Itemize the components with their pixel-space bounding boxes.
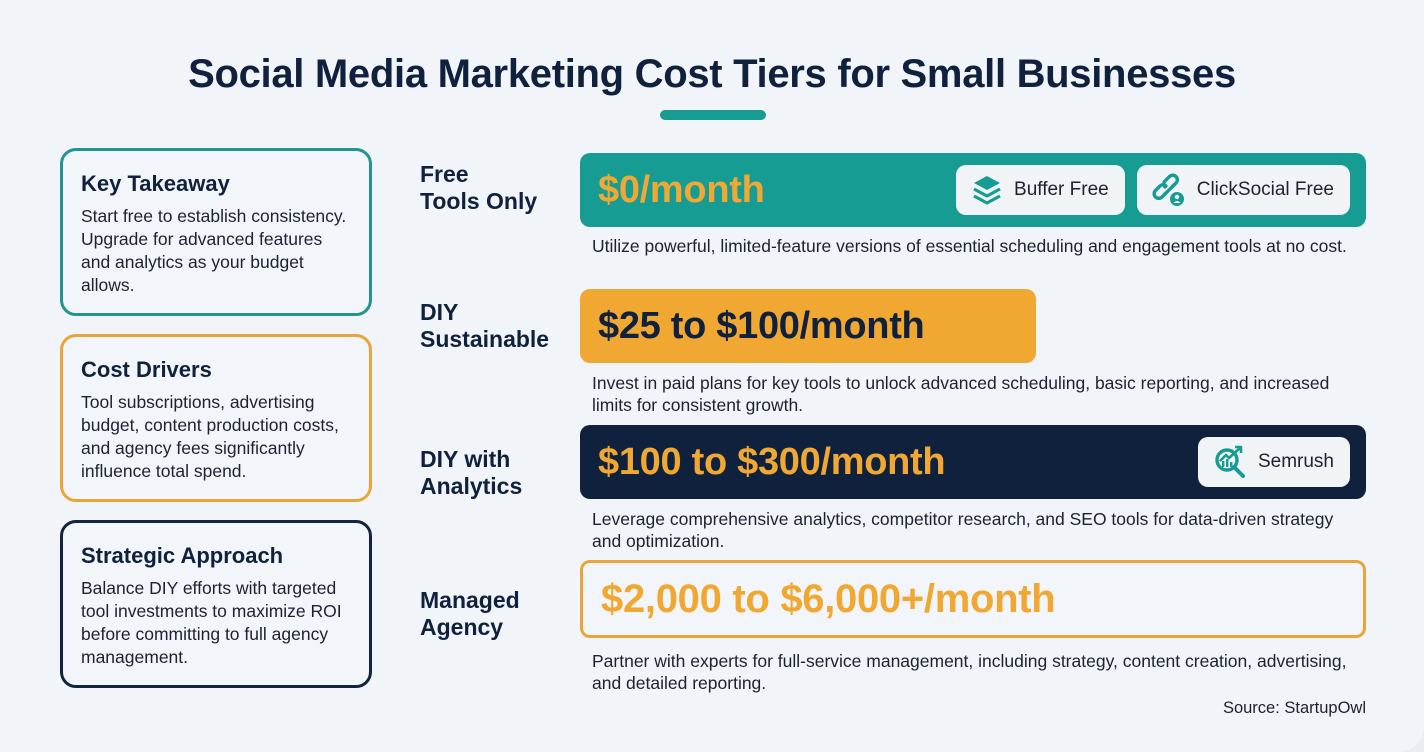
link-user-icon [1151,172,1187,208]
tier-label-line: Tools Only [420,188,538,214]
tier-label-line: Managed [420,587,520,613]
tier-bar-free: $0/month Buffer Free [580,153,1366,227]
tier-label-line: Agency [420,614,504,640]
cost-drivers-box: Cost Drivers Tool subscriptions, adverti… [60,334,372,502]
box-text: Balance DIY efforts with targeted tool i… [81,578,342,667]
tier-label-line: Sustainable [420,326,550,352]
tool-chips: Semrush [1197,425,1350,499]
tier-label-line: DIY [420,299,459,325]
tool-chip-buffer: Buffer Free [956,165,1125,215]
tier-price: $0/month [598,168,765,211]
tier-description: Invest in paid plans for key tools to un… [592,373,1330,415]
tool-chip-semrush: Semrush [1197,437,1350,487]
stacked-layers-icon [970,173,1004,207]
tier-description: Partner with experts for full-service ma… [592,651,1347,693]
title-underline-divider [660,110,766,120]
box-title: Strategic Approach [81,543,284,568]
strategic-approach-box: Strategic Approach Balance DIY efforts w… [60,520,372,688]
tier-label-line: DIY with [420,446,511,472]
tier-description: Utilize powerful, limited-feature versio… [592,236,1347,256]
tier-bar-diy-analytics: $100 to $300/month Semrush [580,425,1366,499]
box-text: Start free to establish consistency. Upg… [81,206,347,295]
tier-label-diy-sustainable: DIY Sustainable [420,299,580,353]
tier-label-line: Analytics [420,473,523,499]
analytics-magnifier-icon [1212,444,1248,480]
box-title: Key Takeaway [81,171,230,196]
tool-chip-clicksocial: ClickSocial Free [1136,165,1350,215]
tier-price: $100 to $300/month [598,440,946,483]
key-takeaway-box: Key Takeaway Start free to establish con… [60,148,372,316]
tier-bar-diy-sustainable: $25 to $100/month [580,289,1036,363]
tool-chips: Buffer Free ClickSocial Free [956,153,1350,227]
tool-name: Semrush [1257,451,1334,472]
box-title: Cost Drivers [81,357,212,382]
tier-label-free: Free Tools Only [420,161,580,215]
source-credit: Source: StartupOwl [1222,699,1366,717]
tier-price: $2,000 to $6,000+/month [601,576,1056,621]
tier-label-managed-agency: Managed Agency [420,587,580,641]
tier-label-line: Free [420,161,469,187]
box-text: Tool subscriptions, advertising budget, … [81,392,339,481]
tier-bar-managed-agency: $2,000 to $6,000+/month [580,560,1366,638]
tool-name: Buffer Free [1014,179,1109,200]
page-title: Social Media Marketing Cost Tiers for Sm… [188,52,1236,96]
tier-price: $25 to $100/month [598,304,925,347]
tier-label-diy-analytics: DIY with Analytics [420,446,580,500]
tool-name: ClickSocial Free [1196,179,1334,200]
tier-description: Leverage comprehensive analytics, compet… [592,509,1334,551]
